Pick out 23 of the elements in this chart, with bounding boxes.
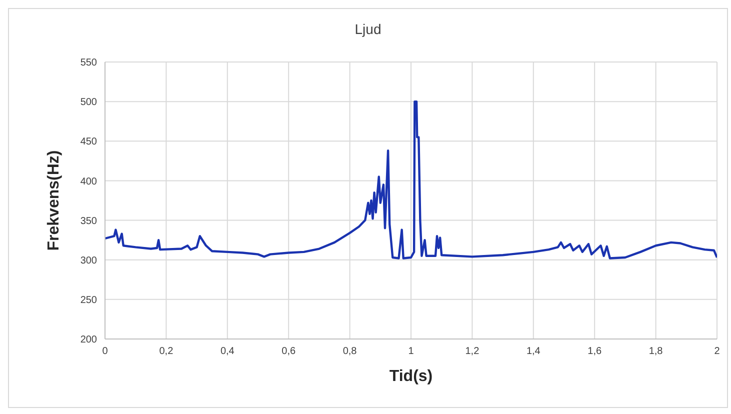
- y-tick-label: 350: [80, 216, 98, 227]
- x-tick-label: 1,8: [648, 346, 664, 358]
- x-tick-label: 1: [408, 346, 414, 358]
- x-axis-title: Tid(s): [389, 368, 433, 385]
- x-tick-label: 1,6: [588, 346, 602, 358]
- line-series: [105, 100, 717, 260]
- x-tick-label: 0,8: [342, 346, 358, 358]
- x-tick-label: 2: [714, 346, 720, 358]
- x-tick-label: 0,2: [159, 346, 174, 358]
- y-tick-label: 550: [80, 58, 98, 69]
- y-axis-title: Frekvens(Hz): [46, 150, 63, 251]
- x-tick-label: 0,4: [220, 346, 235, 358]
- x-tick-label: 0,6: [282, 346, 296, 358]
- y-tick-label: 400: [80, 176, 98, 188]
- x-tick-label: 0: [102, 346, 108, 358]
- x-tick-label: 1,4: [526, 346, 541, 358]
- y-tick-label: 500: [80, 97, 98, 108]
- chart-title: Ljud: [354, 21, 382, 37]
- y-tick-label: 200: [80, 334, 98, 346]
- y-tick-label: 250: [80, 294, 98, 306]
- y-tick-label: 300: [80, 255, 98, 266]
- x-tick-label: 1,2: [465, 346, 480, 358]
- y-tick-label: 450: [80, 136, 98, 148]
